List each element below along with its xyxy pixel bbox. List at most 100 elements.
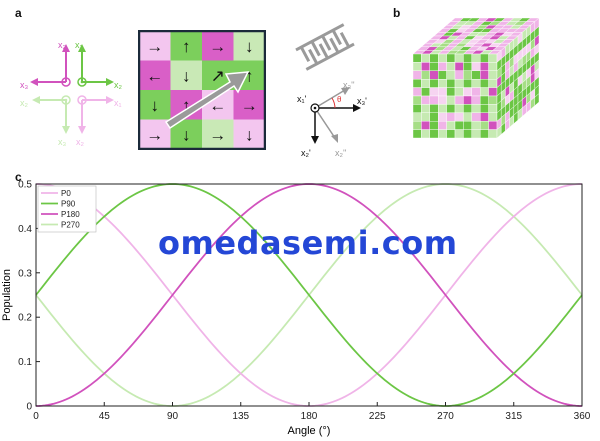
cube-front-cell bbox=[446, 129, 456, 139]
cube-front-cell bbox=[463, 78, 473, 88]
cube-front-cell bbox=[479, 70, 489, 80]
x-axis-label: Angle (°) bbox=[288, 425, 331, 437]
cube-front-cell bbox=[463, 104, 473, 114]
cube-front-cell bbox=[429, 129, 439, 139]
cube-front-cell bbox=[429, 70, 439, 80]
cube-front-cell bbox=[421, 87, 430, 97]
y-tick-label: 0.3 bbox=[18, 268, 32, 279]
panel-label-b: b bbox=[393, 6, 401, 20]
cube-front-cell bbox=[463, 129, 473, 139]
cube-front-cell bbox=[479, 95, 489, 105]
cube-front-cell bbox=[471, 78, 481, 88]
domain-cell bbox=[170, 60, 202, 90]
cube-front-cell bbox=[412, 78, 422, 88]
domain-arrow-icon: ↑ bbox=[182, 37, 191, 56]
x-tick-label: 360 bbox=[574, 411, 591, 422]
cube-front-cell bbox=[438, 53, 447, 63]
cube-front-cell bbox=[471, 104, 481, 114]
cube-front-cell bbox=[488, 78, 498, 88]
cube-front-cell bbox=[479, 112, 489, 122]
cube-right-cell bbox=[534, 93, 540, 107]
domain-arrow-icon: ← bbox=[209, 96, 226, 115]
y-tick-label: 0.5 bbox=[18, 180, 32, 191]
cube-front-cell bbox=[463, 70, 473, 80]
cube-front-cell bbox=[438, 62, 447, 72]
x-tick-label: 315 bbox=[505, 411, 522, 422]
label-x3-double-prime: x₃'' bbox=[343, 80, 355, 90]
cube-front-cell bbox=[429, 120, 439, 130]
legend-label: P180 bbox=[61, 210, 80, 219]
domain-arrow-icon: → bbox=[146, 125, 163, 144]
label-x2-pink: x₂ bbox=[76, 137, 85, 147]
cube-front-cell bbox=[429, 53, 439, 63]
y-axis-label: Population bbox=[1, 269, 13, 321]
cube-front-cell bbox=[454, 95, 464, 105]
cube-front-cell bbox=[454, 104, 464, 114]
cube-front-cell bbox=[438, 78, 447, 88]
cube-front-cell bbox=[454, 87, 464, 97]
label-x2-double-prime: x₂'' bbox=[335, 148, 347, 158]
label-x2-green: x₂ bbox=[114, 80, 123, 90]
cube-front-cell bbox=[471, 62, 481, 72]
cube-front-cell bbox=[412, 70, 422, 80]
cube-front-cell bbox=[446, 87, 456, 97]
cube-front-cell bbox=[479, 120, 489, 130]
cube-front-cell bbox=[446, 70, 456, 80]
label-x2-prime: x₂' bbox=[301, 148, 311, 158]
cube-front-cell bbox=[429, 78, 439, 88]
cube-front-cell bbox=[479, 87, 489, 97]
label-x1-pink: x₁ bbox=[114, 98, 122, 108]
label-x2-magenta: x₂ bbox=[58, 40, 67, 50]
domain-arrow-icon: ↓ bbox=[245, 37, 254, 56]
cube-front-cell bbox=[454, 70, 464, 80]
x-tick-label: 135 bbox=[232, 411, 249, 422]
panel-label-c: c bbox=[15, 170, 22, 184]
cube-front-cell bbox=[463, 120, 473, 130]
domain-cell bbox=[139, 31, 171, 61]
domain-cell bbox=[170, 31, 202, 61]
x-tick-label: 45 bbox=[99, 411, 111, 422]
cube-front-cell bbox=[438, 112, 447, 122]
cube-front-cell bbox=[471, 129, 481, 139]
cube-front-cell bbox=[463, 53, 473, 63]
label-x1-prime: x₁' bbox=[297, 94, 307, 104]
cube-front-cell bbox=[412, 53, 422, 63]
big-arrow-icon bbox=[164, 71, 250, 130]
axes-schematic: x₂ x₃ x₃ x₂ x₂ x₁ x₃ x₂ bbox=[20, 40, 123, 147]
cube-front-cell bbox=[488, 62, 498, 72]
cube-front-cell bbox=[479, 104, 489, 114]
domain-cell bbox=[233, 90, 265, 120]
cube-front-cell bbox=[454, 112, 464, 122]
domain-cube bbox=[412, 17, 540, 139]
domain-cell bbox=[139, 119, 171, 149]
cube-front-cell bbox=[488, 112, 498, 122]
domain-arrow-icon: → bbox=[209, 37, 226, 56]
cube-front-cell bbox=[446, 120, 456, 130]
cube-front-cell bbox=[479, 129, 489, 139]
domain-arrow-icon: ← bbox=[146, 66, 163, 85]
domain-cell bbox=[202, 119, 234, 149]
panel-label-a: a bbox=[15, 6, 22, 20]
label-theta: θ bbox=[337, 95, 342, 104]
cube-front-cell bbox=[463, 62, 473, 72]
x-tick-label: 270 bbox=[437, 411, 454, 422]
cube-front-cell bbox=[471, 87, 481, 97]
cube-front-cell bbox=[488, 129, 498, 139]
cube-front-cell bbox=[412, 62, 422, 72]
cube-front-cell bbox=[471, 120, 481, 130]
cube-front-cell bbox=[438, 104, 447, 114]
cube-front-cell bbox=[479, 78, 489, 88]
domain-arrow-icon: ↑ bbox=[182, 96, 191, 115]
cube-front-cell bbox=[446, 53, 456, 63]
cube-front-cell bbox=[412, 129, 422, 139]
label-x3-lightgreen: x₃ bbox=[58, 137, 67, 147]
cube-front-cell bbox=[421, 62, 430, 72]
domain-arrow-icon: → bbox=[209, 125, 226, 144]
cube-front-cell bbox=[471, 112, 481, 122]
population-chart: 0 45 90 135 180 225 270 315 36000.10.20.30.40.5 … bbox=[1, 180, 591, 438]
y-tick-label: 0.4 bbox=[18, 224, 32, 235]
domain-arrow-icon: ↗ bbox=[211, 66, 225, 85]
domain-cell bbox=[139, 90, 171, 120]
cube-front-cell bbox=[446, 78, 456, 88]
legend-label: P270 bbox=[61, 221, 80, 230]
